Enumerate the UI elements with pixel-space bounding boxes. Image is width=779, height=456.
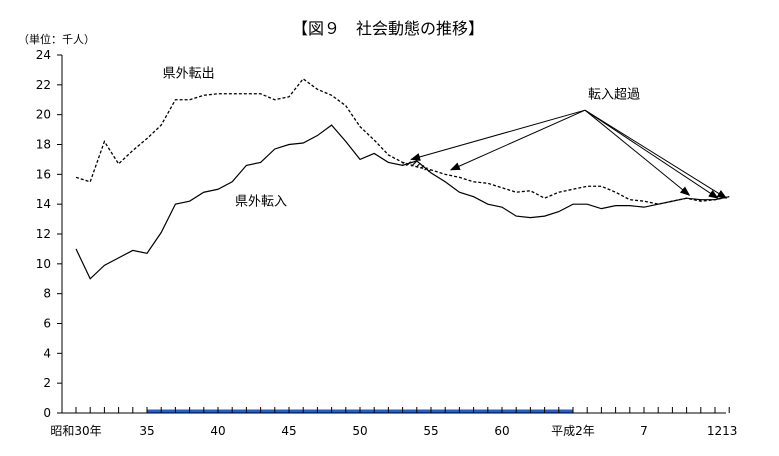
y-tick-label: 22 bbox=[36, 78, 51, 92]
chart-series bbox=[75, 77, 730, 280]
y-tick-label: 6 bbox=[43, 317, 51, 331]
unit-label: （単位：千人） bbox=[18, 32, 95, 46]
y-tick-label: 16 bbox=[36, 167, 51, 181]
series-line-outflow bbox=[75, 77, 730, 205]
x-tick-label: 40 bbox=[210, 424, 225, 438]
annotation-arrow bbox=[410, 109, 586, 161]
x-tick-label: 55 bbox=[423, 424, 438, 438]
y-tick-label: 0 bbox=[43, 406, 51, 420]
chart-annotation: 転入超過 bbox=[410, 87, 728, 199]
x-tick-label: 平成2年 bbox=[551, 424, 595, 438]
x-tick-label: 60 bbox=[494, 424, 509, 438]
y-tick-label: 12 bbox=[36, 227, 51, 241]
annotation-arrow bbox=[584, 109, 728, 199]
series-line-inflow bbox=[75, 124, 730, 280]
y-tick-label: 14 bbox=[36, 197, 51, 211]
chart-title: 【図９ 社会動態の推移】 bbox=[292, 19, 484, 38]
y-tick-label: 10 bbox=[36, 257, 51, 271]
y-tick-label: 4 bbox=[43, 346, 51, 360]
excess-inflow-hatched-areas bbox=[402, 160, 715, 202]
annotation-arrow bbox=[449, 109, 586, 171]
series-label-inflow: 県外転入 bbox=[235, 195, 287, 210]
x-tick-label: 35 bbox=[139, 424, 154, 438]
series-label-outflow: 県外転出 bbox=[163, 66, 215, 81]
x-tick-label: 45 bbox=[281, 424, 296, 438]
annotation-arrow bbox=[584, 109, 691, 196]
y-tick-label: 18 bbox=[36, 138, 51, 152]
x-tick-label: 50 bbox=[352, 424, 367, 438]
y-tick-label: 8 bbox=[43, 287, 51, 301]
x-tick-label: 1213 bbox=[707, 424, 738, 438]
annotation-label: 転入超過 bbox=[588, 87, 640, 102]
y-tick-label: 20 bbox=[36, 108, 51, 122]
y-tick-label: 24 bbox=[36, 48, 51, 62]
x-tick-label: 7 bbox=[640, 424, 648, 438]
y-tick-label: 2 bbox=[43, 376, 51, 390]
annotation-arrow bbox=[584, 109, 719, 199]
x-tick-label: 昭和30年 bbox=[50, 424, 101, 438]
